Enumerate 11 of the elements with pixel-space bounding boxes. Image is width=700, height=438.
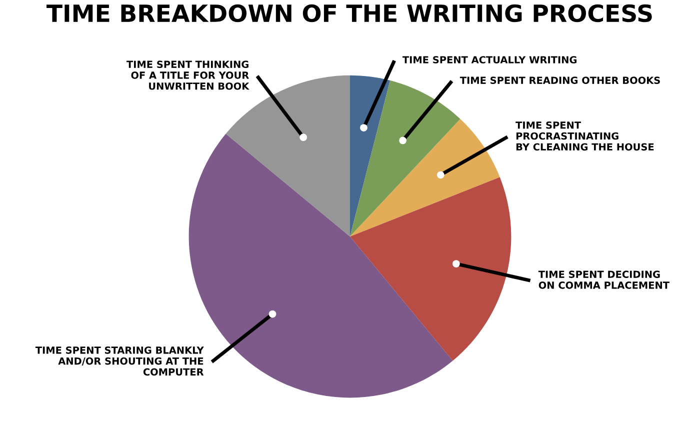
slice-label: TIME SPENT THINKING OF A TITLE FOR YOUR UNWRITTEN BOOK [126,60,250,90]
slice-label: TIME SPENT PROCRASTINATING BY CLEANING THE HOUSE [516,121,654,151]
pie-slice [350,177,512,361]
slice-label: TIME SPENT READING OTHER BOOKS [460,76,660,84]
pie-slice [350,75,390,237]
slice-label: TIME SPENT STARING BLANKLY AND/OR SHOUTING AT THE COMPUTER [35,346,204,376]
chart-title: TIME BREAKDOWN OF THE WRITING PROCESS [46,4,652,22]
pie-slice [350,119,500,237]
pie-slice [350,80,460,237]
slice-label: TIME SPENT ACTUALLY WRITING [402,56,576,64]
slice-label: TIME SPENT DECIDING ON COMMA PLACEMENT [538,270,670,289]
